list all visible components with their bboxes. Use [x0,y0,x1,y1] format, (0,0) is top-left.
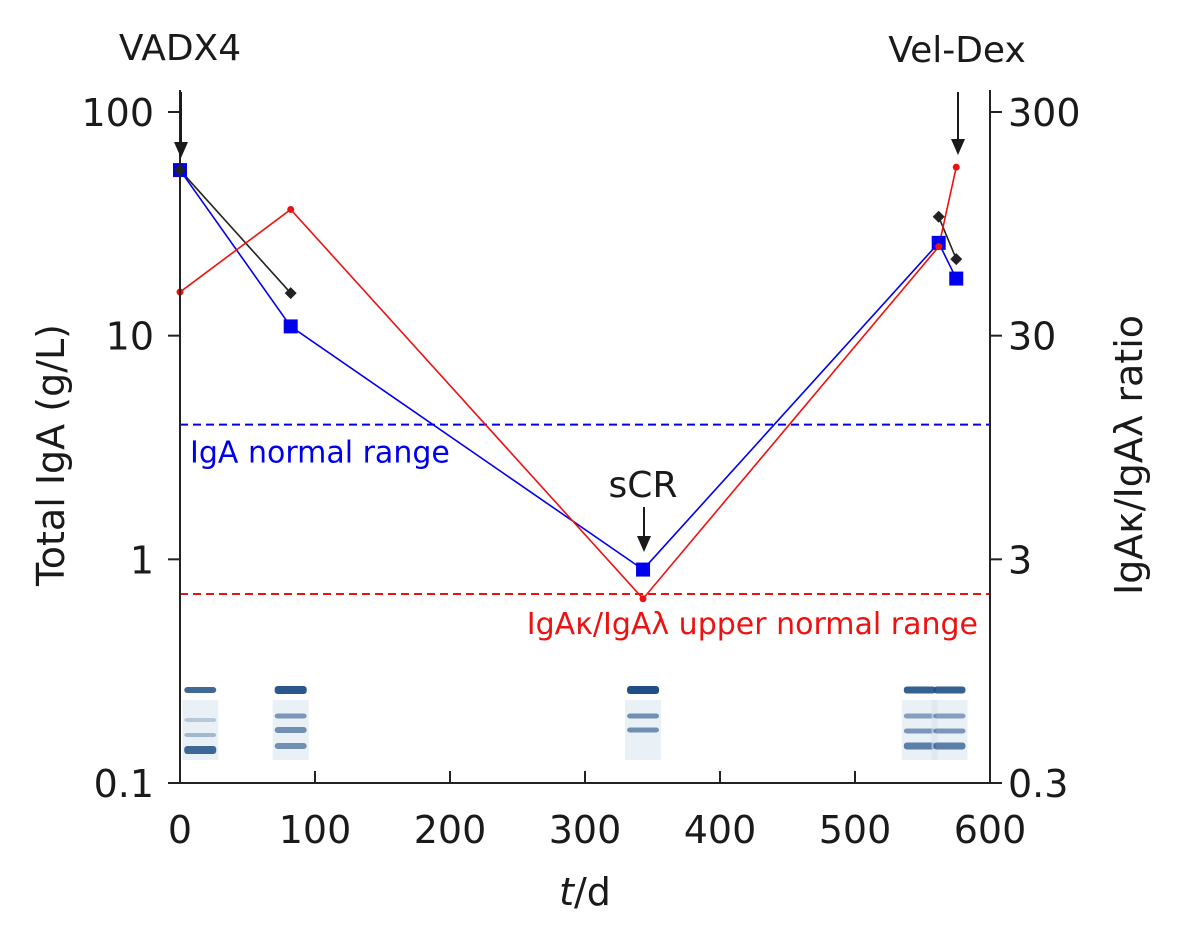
gel-band [933,742,966,750]
series-line [179,169,957,571]
annotation-label: sCR [609,465,678,506]
y-left-tick-label: 10 [106,315,154,359]
gel-lane [272,686,309,760]
gel-band [184,687,217,693]
gel-band [903,713,936,719]
annotation-label: VADX4 [119,28,241,69]
dot-marker [935,243,943,251]
x-tick-label: 0 [168,808,192,852]
square-marker [636,562,651,577]
gel-band [274,713,307,719]
x-tick-label: 500 [819,808,892,852]
annotation-arrows: VADX4 sCR Vel-Dex [119,28,1026,552]
dot-marker [639,595,647,603]
reference-line-label: IgA normal range [190,436,450,471]
dot-marker [287,205,295,213]
y-right-tick-label: 300 [1008,91,1081,135]
gel-band [903,742,936,750]
gel-band [184,733,217,737]
square-marker [931,235,946,250]
gel-band [184,746,217,754]
x-tick-label: 200 [414,808,487,852]
annotation-arrow-head [174,142,188,158]
diamond-marker [950,253,963,266]
gel-band [274,686,307,694]
gel-band [627,686,660,694]
y-left-tick-label: 0.1 [94,762,154,806]
gel-lane [625,686,662,760]
x-tick-label: 100 [279,808,352,852]
gel-lane [931,686,968,760]
gel-band [627,727,660,733]
y-axis-right-title: IgAκ/IgAλ ratio [1107,315,1151,595]
series-line [937,216,957,260]
y-right-tick-label: 0.3 [1008,762,1068,806]
reference-line-label: IgAκ/IgAλ upper normal range [527,607,978,642]
gel-strips [182,686,968,760]
y-right-tick-label: 3 [1008,538,1032,582]
series-lines [179,166,958,600]
diamond-marker [284,287,297,300]
series-line [179,169,292,294]
annotation-label: Vel-Dex [888,30,1026,71]
y-right-tick-label: 30 [1008,315,1056,359]
gel-band [274,727,307,733]
tick-labels: 0 100 200 300 400 500 600 0.1 1 10 100 0.3 3 30 300 [81,91,1080,852]
diamond-marker [932,210,945,223]
series-line [179,166,958,600]
gel-band [627,713,660,719]
reference-lines: IgA normal range IgAκ/IgAλ upper normal r… [180,423,990,642]
square-marker [949,271,964,286]
x-tick-label: 600 [954,808,1027,852]
gel-band [903,728,936,734]
gel-band [933,686,966,694]
gel-band [903,686,936,694]
gel-band [184,718,217,722]
y-left-tick-label: 100 [81,91,154,135]
x-tick-label: 300 [549,808,622,852]
x-tick-label: 400 [684,808,757,852]
gel-band [933,728,966,734]
gel-band [274,743,307,749]
square-marker [283,319,298,334]
annotation-arrow-head [951,139,965,155]
series-markers [173,163,964,603]
gel-band [933,713,966,719]
x-axis-title: t/d [559,870,611,914]
gel-lane [182,687,219,760]
y-left-tick-label: 1 [130,538,154,582]
dot-marker [952,163,960,171]
y-axis-left-title: Total IgA (g/L) [29,324,73,587]
annotation-arrow-head [637,536,651,552]
axes [168,90,1002,784]
